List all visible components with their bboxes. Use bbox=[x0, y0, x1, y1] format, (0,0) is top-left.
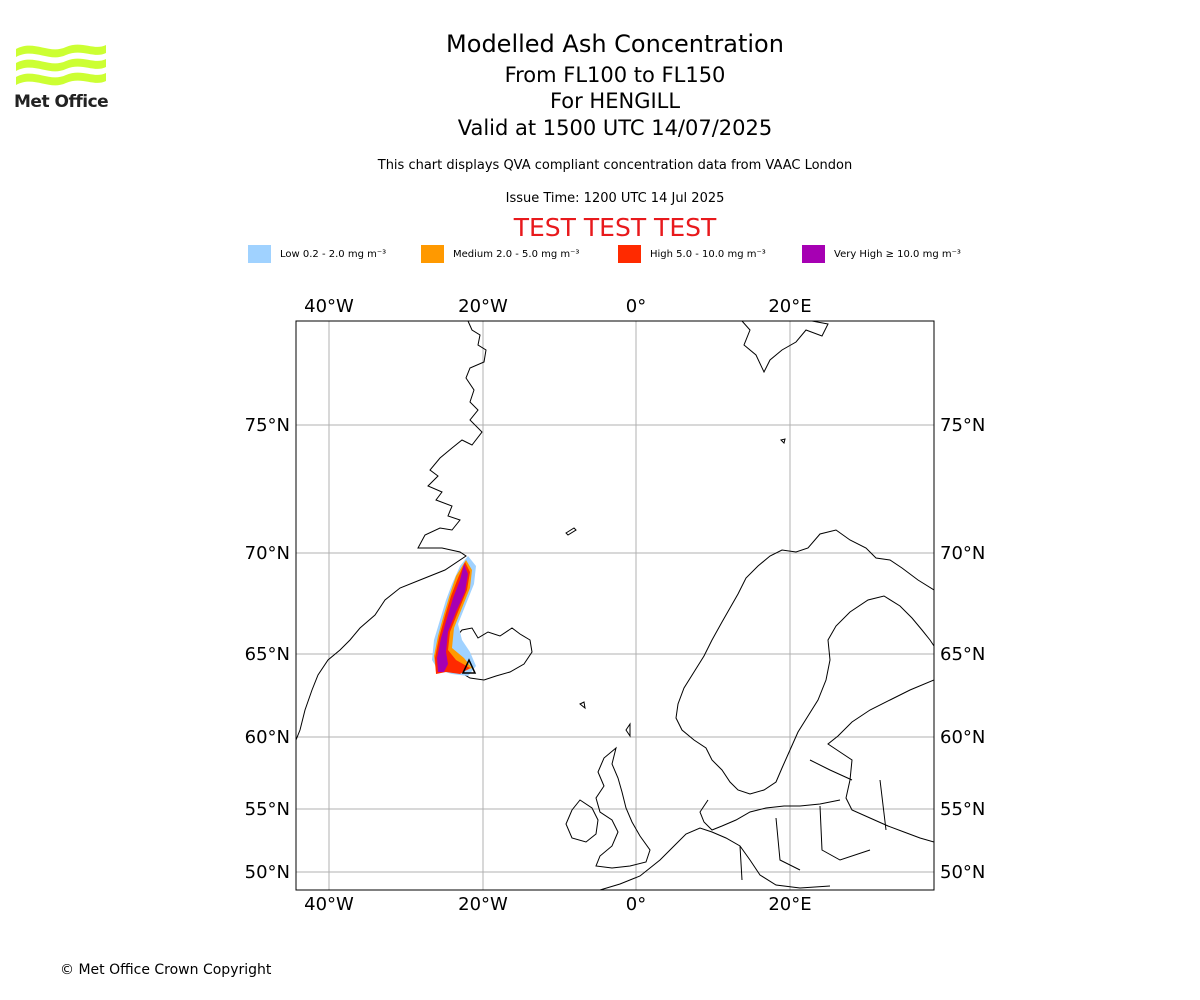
logo-text: Met Office bbox=[14, 92, 109, 112]
lon-label-bottom-20w: 20°W bbox=[458, 894, 508, 915]
coast-continent bbox=[599, 827, 831, 890]
volcano-marker bbox=[461, 658, 477, 674]
coast-bear-island bbox=[780, 438, 786, 444]
coast-great-britain bbox=[595, 746, 651, 869]
map-frame bbox=[295, 320, 935, 891]
coast-denmark-germany bbox=[699, 799, 841, 831]
lon-label-bottom-0: 0° bbox=[626, 894, 646, 915]
lon-label-top-0: 0° bbox=[626, 296, 646, 317]
legend-label-medium: Medium 2.0 - 5.0 mg m⁻³ bbox=[453, 248, 580, 260]
lon-label-top-20w: 20°W bbox=[458, 296, 508, 317]
coast-greenland bbox=[296, 321, 487, 741]
coast-faroes bbox=[579, 701, 586, 710]
lat-label-left-75n: 75°N bbox=[245, 415, 290, 436]
legend-item-very-high: Very High ≥ 10.0 mg m⁻³ bbox=[802, 245, 961, 263]
lon-label-top-40w: 40°W bbox=[304, 296, 354, 317]
lat-label-left-55n: 55°N bbox=[245, 799, 290, 820]
lat-label-right-55n: 55°N bbox=[940, 799, 985, 820]
legend-swatch-high bbox=[618, 245, 641, 263]
lat-label-right-60n: 60°N bbox=[940, 727, 985, 748]
lat-label-left-60n: 60°N bbox=[245, 727, 290, 748]
legend-label-high: High 5.0 - 10.0 mg m⁻³ bbox=[650, 248, 766, 260]
ash-very-high bbox=[437, 564, 468, 672]
legend-label-very-high: Very High ≥ 10.0 mg m⁻³ bbox=[834, 248, 961, 260]
issue-time: Issue Time: 1200 UTC 14 Jul 2025 bbox=[505, 191, 725, 206]
lat-label-right-75n: 75°N bbox=[940, 415, 985, 436]
valid-time: Valid at 1500 UTC 14/07/2025 bbox=[457, 116, 773, 140]
lat-label-right-70n: 70°N bbox=[940, 543, 985, 564]
lon-label-top-20e: 20°E bbox=[768, 296, 811, 317]
map-frame-bg bbox=[296, 321, 934, 890]
lon-label-bottom-20e: 20°E bbox=[768, 894, 811, 915]
lon-label-bottom-40w: 40°W bbox=[304, 894, 354, 915]
coast-shetland bbox=[625, 722, 631, 738]
coastlines bbox=[296, 321, 934, 890]
legend-item-low: Low 0.2 - 2.0 mg m⁻³ bbox=[248, 245, 386, 263]
legend-swatch-low bbox=[248, 245, 271, 263]
legend-swatch-very-high bbox=[802, 245, 825, 263]
chart-description: This chart displays QVA compliant concen… bbox=[377, 158, 853, 173]
lat-label-right-65n: 65°N bbox=[940, 644, 985, 665]
test-banner: TEST TEST TEST bbox=[513, 213, 717, 242]
borders-central-europe bbox=[739, 759, 887, 881]
coast-ireland bbox=[565, 799, 599, 843]
legend-item-medium: Medium 2.0 - 5.0 mg m⁻³ bbox=[421, 245, 579, 263]
met-office-logo bbox=[16, 44, 106, 86]
legend-swatch-medium bbox=[421, 245, 444, 263]
chart-title: Modelled Ash Concentration bbox=[446, 30, 784, 58]
graticule bbox=[296, 321, 934, 890]
lat-label-left-50n: 50°N bbox=[245, 862, 290, 883]
ash-plume bbox=[432, 556, 476, 676]
coast-scandinavia bbox=[675, 529, 934, 795]
legend-label-low: Low 0.2 - 2.0 mg m⁻³ bbox=[280, 248, 387, 260]
legend-item-high: High 5.0 - 10.0 mg m⁻³ bbox=[618, 245, 766, 263]
copyright-notice: © Met Office Crown Copyright bbox=[60, 962, 272, 978]
coast-finland bbox=[827, 679, 934, 843]
lat-label-left-70n: 70°N bbox=[245, 543, 290, 564]
flight-level: From FL100 to FL150 bbox=[504, 63, 726, 87]
lat-label-right-50n: 50°N bbox=[940, 862, 985, 883]
lat-label-left-65n: 65°N bbox=[245, 644, 290, 665]
coast-svalbard bbox=[741, 321, 829, 374]
volcano-name: For HENGILL bbox=[549, 89, 681, 113]
coast-jan-mayen bbox=[565, 527, 577, 536]
